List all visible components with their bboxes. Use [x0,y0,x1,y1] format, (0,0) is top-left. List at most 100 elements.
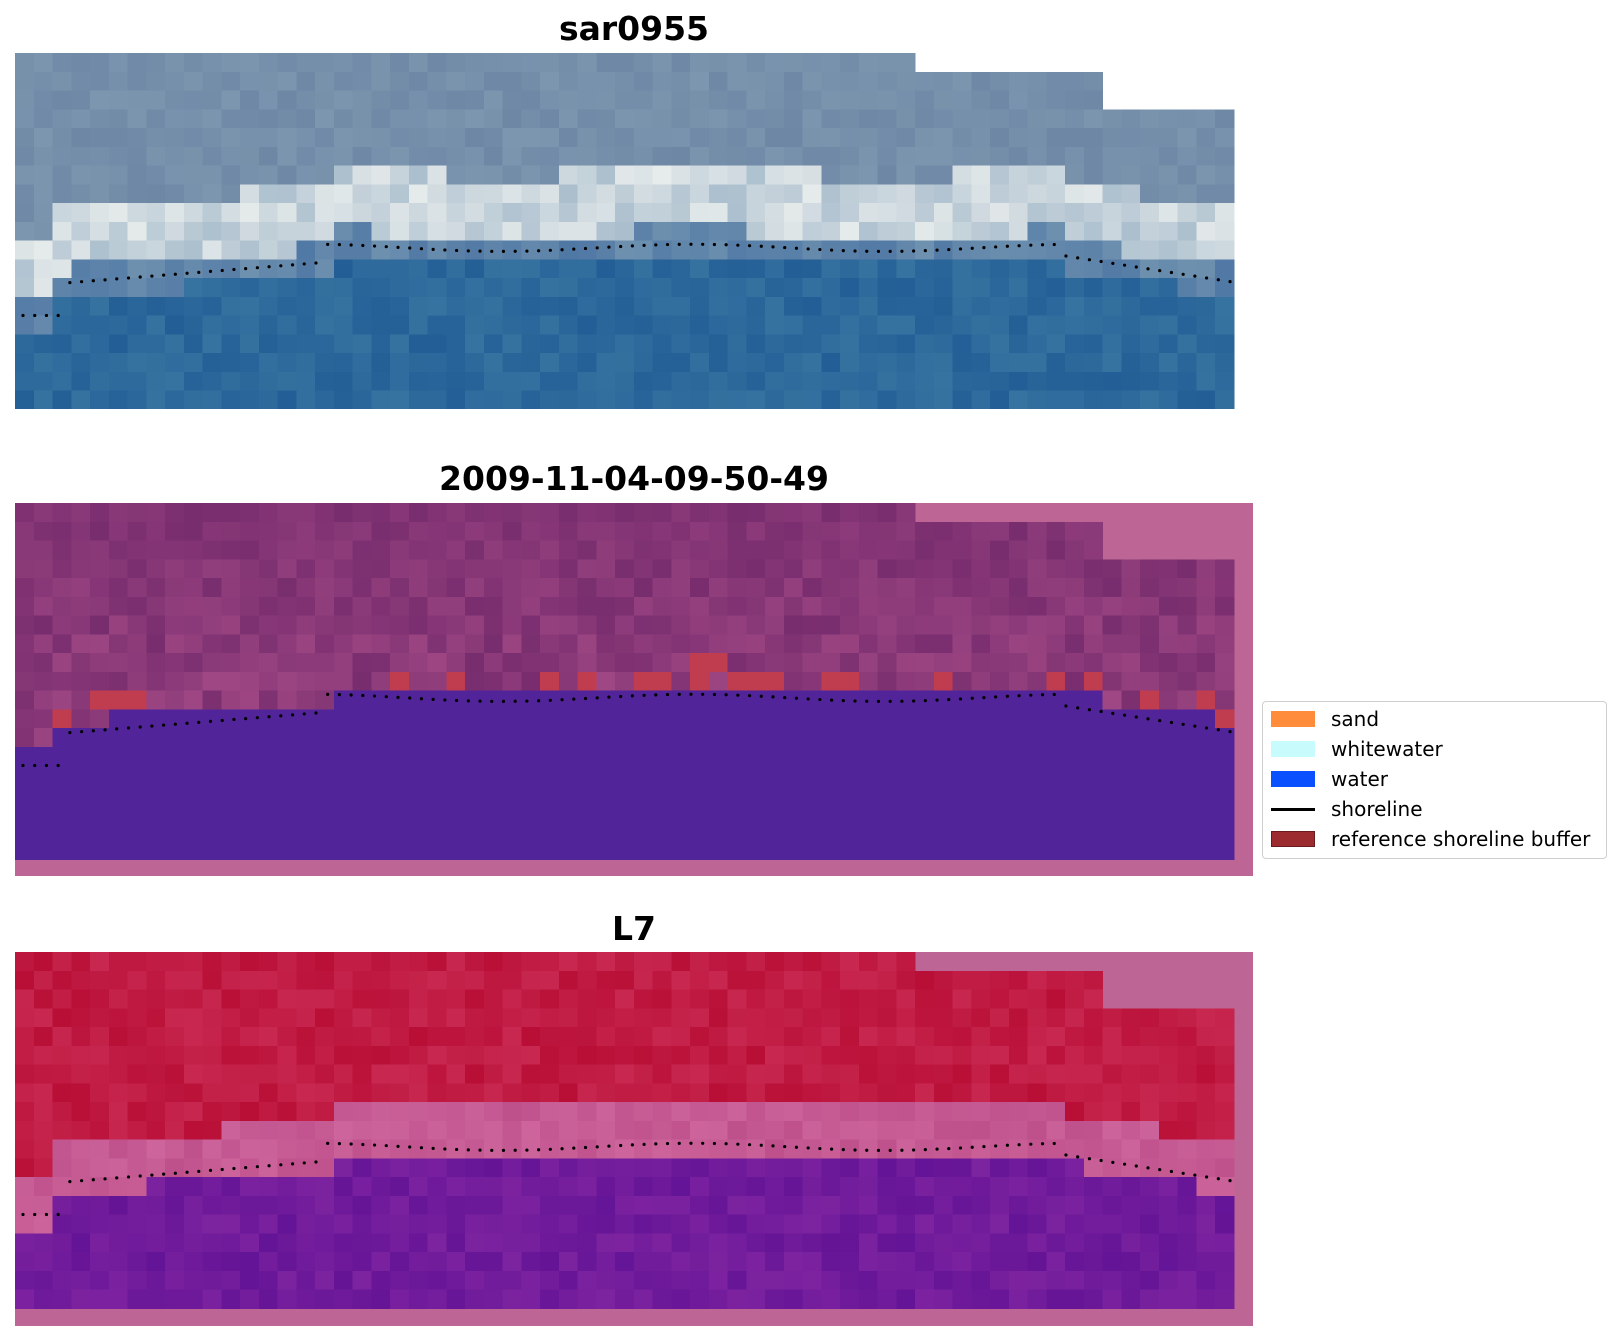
shoreline-dot [454,1147,459,1152]
mosaic-cell [971,746,991,766]
mosaic-cell [1008,1102,1028,1122]
mosaic-cell [840,1252,860,1272]
mosaic-cell [427,315,447,335]
mosaic-cell [146,578,166,598]
mosaic-cell [258,840,278,860]
mosaic-cell [165,1120,185,1140]
mosaic-cell [1027,165,1047,185]
mosaic-cell [408,709,428,729]
mosaic-cell [521,1045,541,1065]
mosaic-cell [577,109,597,129]
mosaic-cell [90,315,110,335]
mosaic-cell [390,203,410,223]
mosaic-cell [652,970,672,990]
mosaic-cell [671,690,691,710]
mosaic-cell [690,559,710,579]
mosaic-cell [408,1270,428,1290]
mosaic-cell [952,970,972,990]
mosaic-cell [746,1139,766,1159]
mosaic-cell [183,240,203,260]
mosaic-cell [858,503,878,523]
mosaic-cell [1008,1083,1028,1103]
mosaic-cell [1121,1158,1141,1178]
shoreline-dot [525,699,529,703]
mosaic-cell [540,952,560,972]
mosaic-cell [690,1027,710,1047]
mosaic-cell [371,671,391,691]
mosaic-cell [521,690,541,710]
mosaic-cell [127,240,147,260]
mosaic-cell [952,90,972,110]
mosaic-cell [765,334,785,354]
mosaic-cell [446,840,466,860]
mosaic-cell [840,1045,860,1065]
mosaic-cell [915,634,935,654]
mosaic-cell [971,109,991,129]
mosaic-cell [1083,803,1103,823]
mosaic-cell [15,1252,35,1272]
mosaic-cell [165,90,185,110]
mosaic-cell [1121,1045,1141,1065]
mosaic-cell [558,728,578,748]
mosaic-cell [783,1214,803,1234]
mosaic-cell [333,1252,353,1272]
mosaic-cell [52,653,72,673]
mosaic-cell [1215,840,1235,860]
mosaic-cell [1215,315,1235,335]
mosaic-cell [183,821,203,841]
mosaic-cell [221,503,241,523]
mosaic-cell [52,634,72,654]
mosaic-cell [1177,1139,1197,1159]
mosaic-cell [15,1008,35,1028]
mosaic-cell [708,690,728,710]
mosaic-cell [540,1214,560,1234]
mosaic-cell [933,1214,953,1234]
mosaic-cell [15,1233,35,1253]
mosaic-cell [708,315,728,335]
mosaic-cell [877,765,897,785]
mosaic-cell [1046,109,1066,129]
mosaic-cell [390,765,410,785]
mosaic-cell [165,184,185,204]
shoreline-dot [1146,717,1150,721]
mosaic-cell [15,1139,35,1159]
mosaic-cell [502,90,522,110]
mosaic-cell [633,128,653,148]
mosaic-cell [821,521,841,541]
mosaic-cell [558,970,578,990]
mosaic-cell [202,146,222,166]
shoreline-dot [689,692,693,696]
mosaic-cell [502,1252,522,1272]
mosaic-cell [390,1270,410,1290]
mosaic-cell [1065,803,1085,823]
shoreline-dot [912,249,916,253]
mosaic-cell [277,653,297,673]
mosaic-cell [221,71,241,91]
mosaic-cell [446,53,466,73]
mosaic-cell [258,221,278,241]
mosaic-cell [783,653,803,673]
mosaic-cell [352,1289,372,1309]
mosaic-cell [165,728,185,748]
mosaic-cell [690,146,710,166]
mosaic-cell [915,970,935,990]
mosaic-cell [502,165,522,185]
mosaic-cell [933,746,953,766]
mosaic-cell [690,1102,710,1122]
mosaic-cell [1102,746,1122,766]
mosaic-cell [690,615,710,635]
mosaic-cell [15,728,35,748]
mosaic-cell [352,128,372,148]
mosaic-cell [1140,821,1160,841]
mosaic-cell [408,596,428,616]
mosaic-cell [146,634,166,654]
mosaic-cell [577,1027,597,1047]
mosaic-cell [971,653,991,673]
mosaic-cell [427,840,447,860]
mosaic-cell [127,165,147,185]
mosaic-cell [165,353,185,373]
mosaic-cell [296,334,316,354]
mosaic-cell [1027,540,1047,560]
mosaic-cell [202,596,222,616]
mosaic-cell [708,278,728,298]
